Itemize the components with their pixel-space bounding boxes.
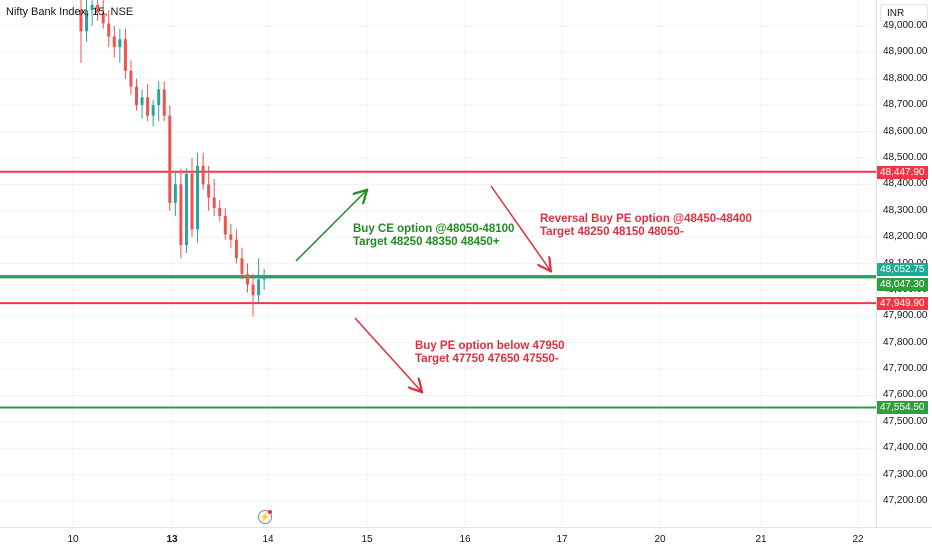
price-tick-label: 48,400.00	[883, 178, 928, 190]
price-tick-label: 47,900.00	[883, 310, 928, 322]
candle-body	[207, 184, 211, 198]
price-level-tag: 48,047.30	[877, 278, 928, 292]
buy-pe-line2: Target 47750 47650 47550-	[415, 353, 559, 365]
price-tick-label: 48,900.00	[883, 46, 928, 58]
buy-pe-arrow	[354, 317, 421, 391]
chart-title: Nifty Bank Index, 15, NSE	[6, 6, 134, 18]
candle-body	[223, 216, 227, 235]
candle-body	[140, 97, 144, 106]
buy-pe-annotation: Buy PE option below 47950 Target 47750 4…	[415, 340, 565, 366]
candle-body	[168, 115, 172, 203]
candle-body	[85, 10, 89, 32]
reversal-pe-line1: Reversal Buy PE option @48450-48400	[540, 213, 752, 225]
reversal-pe-arrow	[490, 185, 550, 270]
candle-body	[96, 4, 100, 13]
candle-body	[251, 284, 255, 296]
price-level-tag: 47,554.50	[877, 401, 928, 415]
candle-body	[90, 4, 94, 11]
buy-pe-line1: Buy PE option below 47950	[415, 340, 565, 352]
candle-body	[135, 86, 138, 106]
price-tick-label: 47,600.00	[883, 389, 928, 401]
price-level-tag: 47,949.90	[877, 297, 928, 311]
candle-body	[118, 39, 122, 48]
candle-body	[257, 279, 261, 296]
price-level-tag: 48,447.90	[877, 165, 928, 179]
price-tick-label: 47,200.00	[883, 495, 928, 506]
price-tick-label: 47,300.00	[883, 468, 928, 480]
candle-body	[234, 239, 238, 259]
candle-body	[184, 173, 188, 246]
candle-body	[218, 208, 222, 216]
notification-dot-icon	[268, 510, 272, 514]
price-tick-label: 49,000.00	[883, 20, 928, 31]
flash-icon[interactable]: ⚡	[258, 510, 272, 524]
candle-body	[107, 23, 111, 37]
candle-body	[79, 10, 83, 32]
candle-body	[240, 258, 244, 275]
price-tick-label: 48,200.00	[883, 231, 928, 243]
reversal-pe-line2: Target 48250 48150 48050-	[540, 226, 684, 238]
time-tick-label: 14	[262, 534, 274, 545]
candle-body	[157, 89, 161, 106]
candle-body	[246, 274, 249, 285]
time-tick-label: 15	[361, 534, 373, 545]
price-axis[interactable]	[876, 0, 932, 527]
candle-body	[262, 277, 266, 280]
time-tick-label: 22	[852, 534, 864, 545]
time-tick-label: 17	[556, 534, 568, 545]
candle-body	[201, 165, 205, 185]
candle-body	[129, 70, 133, 87]
candle-body	[162, 89, 166, 116]
candle-body	[173, 184, 177, 203]
price-tick-label: 48,300.00	[883, 204, 928, 216]
time-tick-label: 10	[67, 534, 79, 545]
currency-selector[interactable]: INR	[880, 4, 928, 22]
price-tick-label: 48,600.00	[883, 125, 928, 137]
time-tick-label: 21	[755, 534, 767, 545]
price-tick-label: 48,800.00	[883, 72, 928, 84]
candle-body	[229, 234, 233, 240]
candle-body	[123, 39, 127, 71]
candle-body	[190, 173, 194, 230]
buy-ce-arrow	[295, 191, 366, 262]
candle-body	[146, 97, 150, 116]
price-tick-label: 47,400.00	[883, 442, 928, 454]
chart-canvas[interactable]	[0, 0, 876, 527]
time-tick-label: 16	[459, 534, 471, 545]
time-tick-label: 20	[654, 534, 666, 545]
price-tick-label: 48,700.00	[883, 99, 928, 111]
buy-ce-annotation: Buy CE option @48050-48100 Target 48250 …	[353, 223, 514, 249]
chart-area[interactable]	[0, 0, 876, 527]
candle-body	[212, 197, 216, 209]
candle-body	[101, 12, 105, 24]
price-tick-label: 47,700.00	[883, 363, 928, 375]
reversal-pe-annotation: Reversal Buy PE option @48450-48400 Targ…	[540, 213, 752, 239]
price-level-tag: 48,052.75	[877, 262, 928, 276]
price-tick-label: 47,500.00	[883, 415, 928, 427]
time-tick-label: 13	[166, 534, 178, 545]
candle-body	[151, 105, 155, 116]
buy-ce-line2: Target 48250 48350 48450+	[353, 236, 500, 248]
price-tick-label: 47,800.00	[883, 336, 928, 348]
time-axis[interactable]	[0, 527, 932, 551]
candle-body	[179, 184, 183, 246]
candle-body	[112, 36, 116, 48]
buy-ce-line1: Buy CE option @48050-48100	[353, 223, 515, 235]
price-tick-label: 48,500.00	[883, 151, 928, 163]
candle-body	[196, 165, 200, 230]
